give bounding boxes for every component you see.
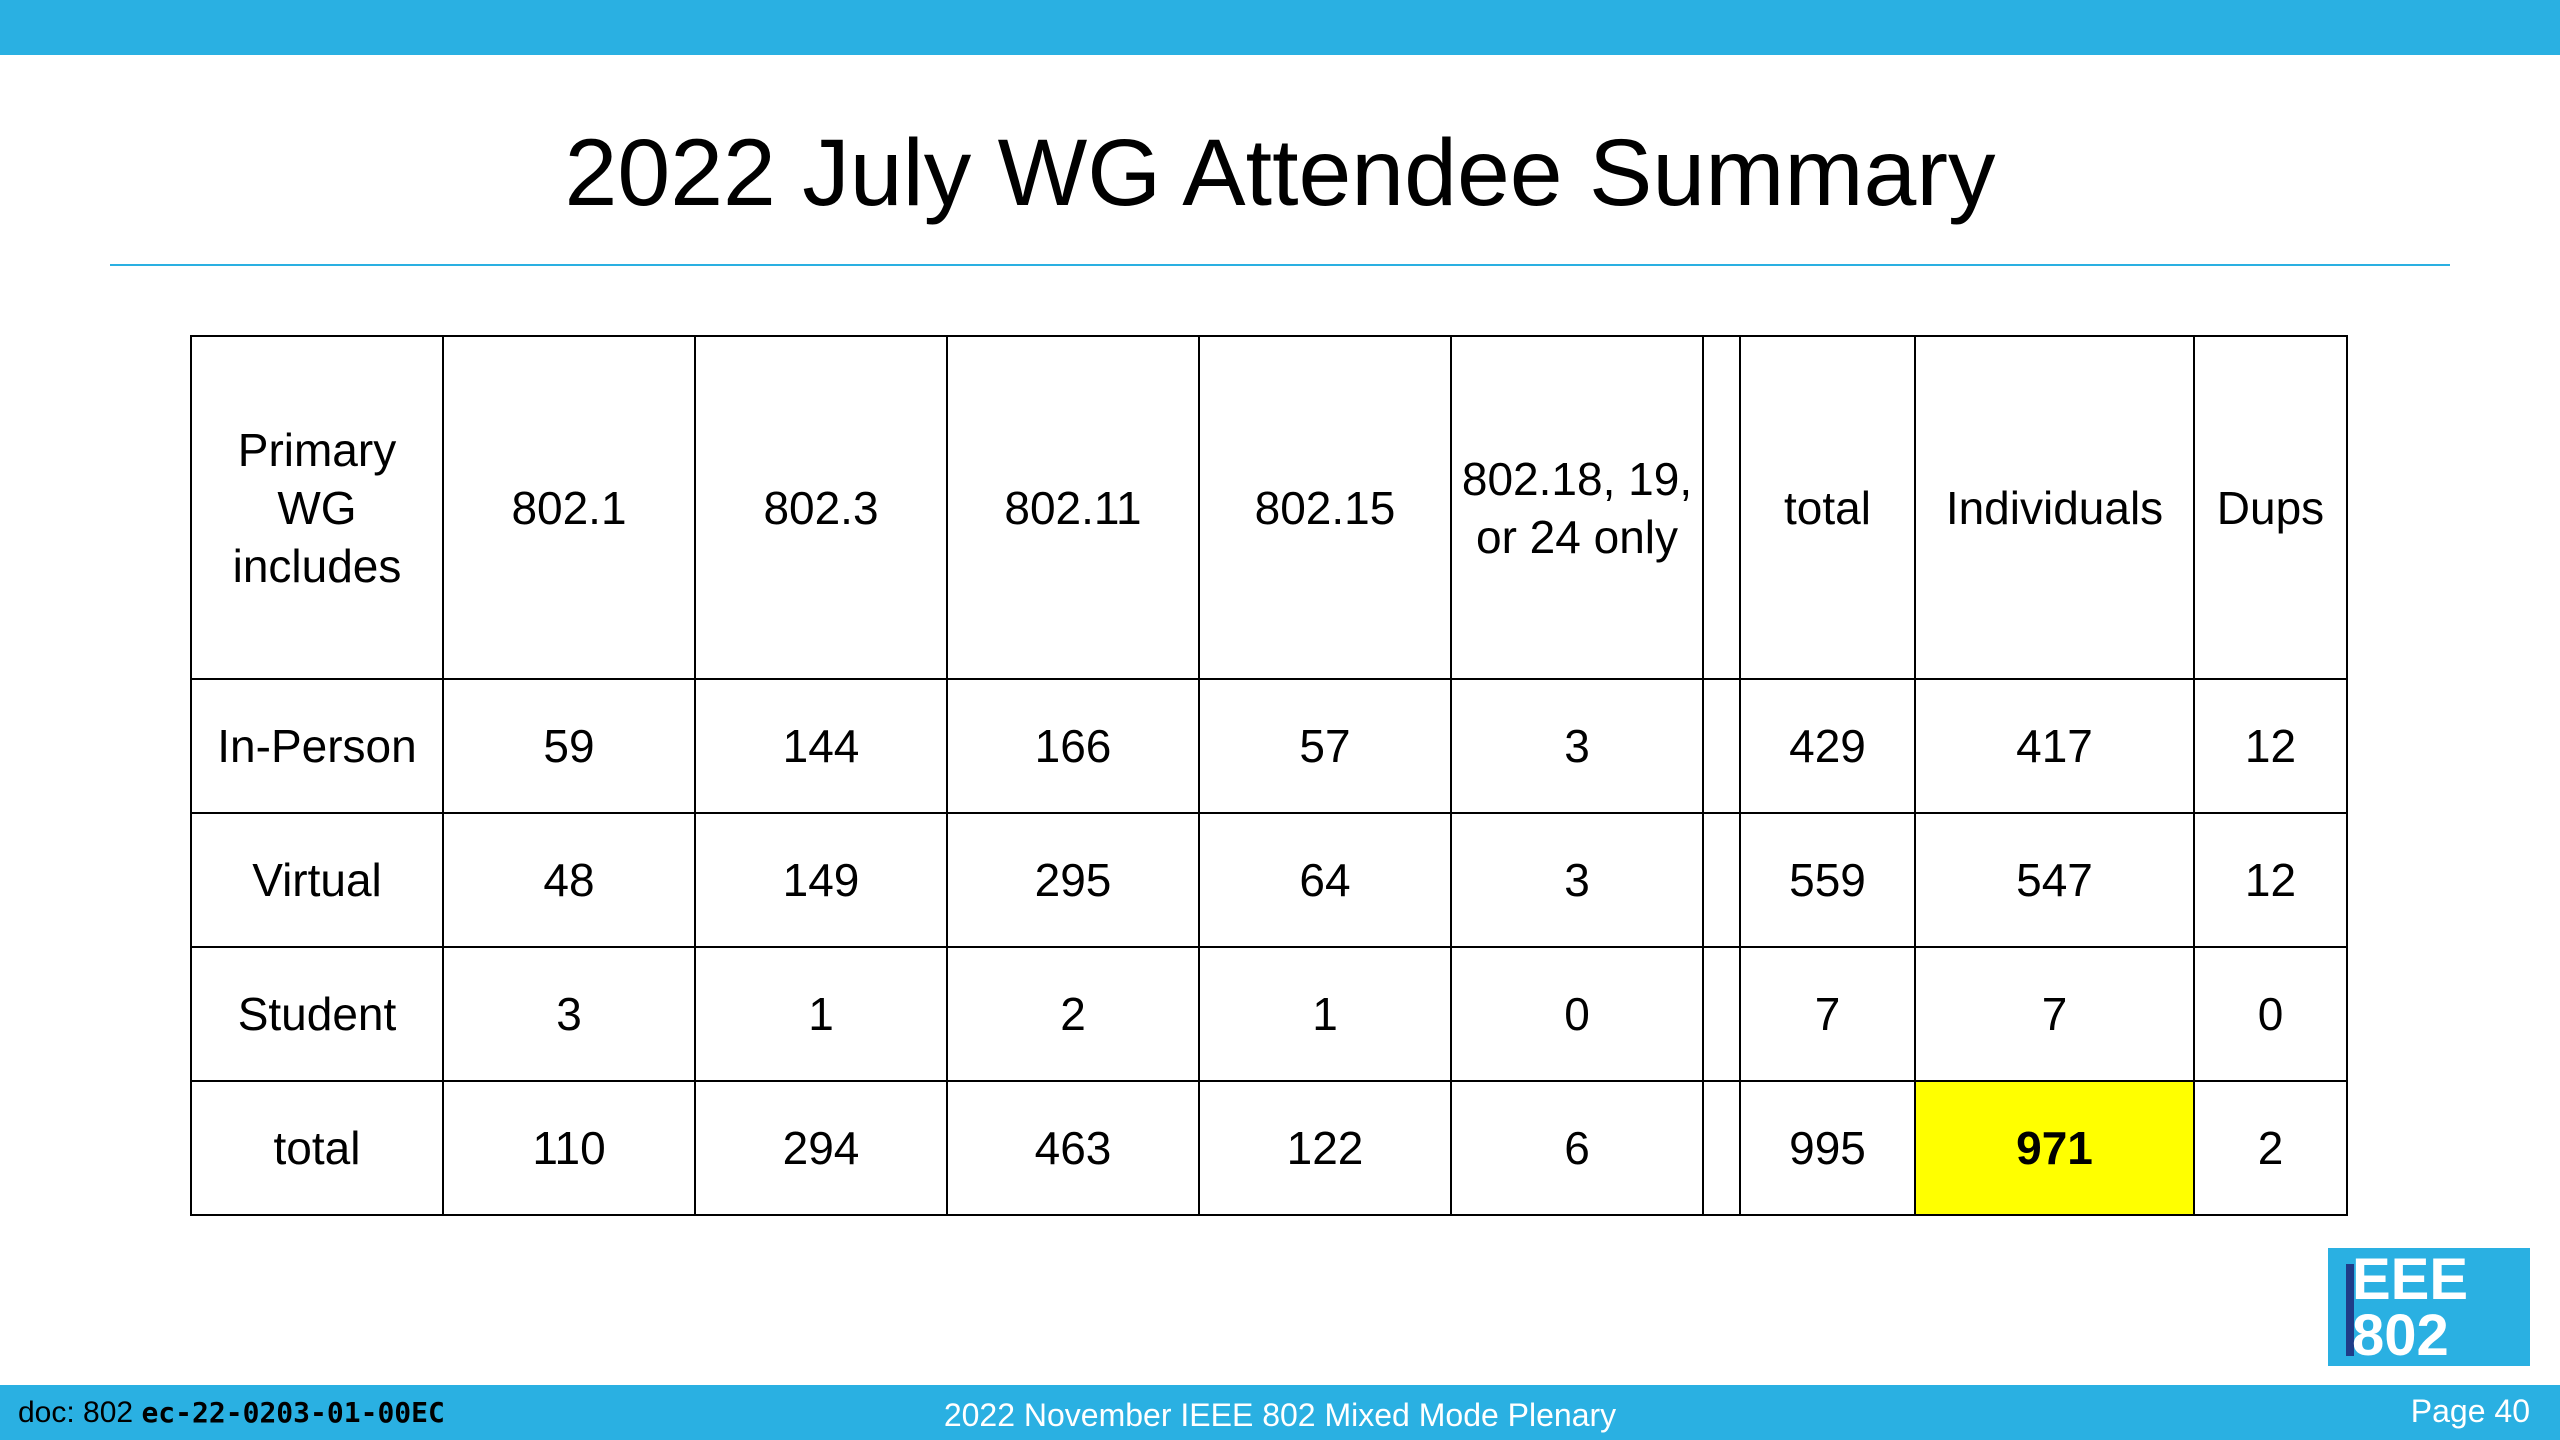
table-cell: 144 (694, 678, 948, 814)
spacer-cell (1702, 812, 1741, 948)
spacer-cell (1702, 946, 1741, 1082)
table-cell: 295 (946, 812, 1200, 948)
table-cell: 3 (1450, 678, 1704, 814)
table-cell: 463 (946, 1080, 1200, 1216)
spacer-cell (1702, 1080, 1741, 1216)
table-cell: 294 (694, 1080, 948, 1216)
table-cell: 1 (1198, 946, 1452, 1082)
table-cell: 6 (1450, 1080, 1704, 1216)
table-row-student: Student 3 1 2 1 0 7 7 0 (190, 946, 2348, 1082)
highlighted-individuals-total: 971 (1914, 1080, 2195, 1216)
table-header-row: Primary WG includes 802.1 802.3 802.11 8… (190, 335, 2348, 680)
header-802-18-19-24: 802.18, 19, or 24 only (1450, 335, 1704, 680)
table-cell: 64 (1198, 812, 1452, 948)
table-cell: 166 (946, 678, 1200, 814)
header-primary-wg: Primary WG includes (190, 335, 444, 680)
table-cell: 149 (694, 812, 948, 948)
table-cell: 122 (1198, 1080, 1452, 1216)
row-label: Student (190, 946, 444, 1082)
footer-event-title: 2022 November IEEE 802 Mixed Mode Plenar… (943, 1397, 1617, 1433)
table-cell: 12 (2193, 678, 2348, 814)
header-802-3: 802.3 (694, 335, 948, 680)
footer-doc-prefix: doc: 802 (18, 1396, 134, 1429)
table-cell: 417 (1914, 678, 2195, 814)
footer-doc-id: ec-22-0203-01-00EC (141, 1396, 445, 1429)
ieee-802-logo: EEE 802 (2328, 1248, 2530, 1366)
header-802-1: 802.1 (442, 335, 696, 680)
spacer-cell (1702, 678, 1741, 814)
table-cell: 48 (442, 812, 696, 948)
title-divider (110, 264, 2450, 266)
row-label: In-Person (190, 678, 444, 814)
table-cell: 0 (1450, 946, 1704, 1082)
table-cell: 3 (1450, 812, 1704, 948)
table-row-virtual: Virtual 48 149 295 64 3 559 547 12 (190, 812, 2348, 948)
table-cell: 995 (1739, 1080, 1916, 1216)
footer-doc-reference: doc: 802 ec-22-0203-01-00EC (18, 1395, 445, 1431)
table-cell: 12 (2193, 812, 2348, 948)
logo-bar-icon (2346, 1264, 2354, 1356)
table-row-in-person: In-Person 59 144 166 57 3 429 417 12 (190, 678, 2348, 814)
table-cell: 1 (694, 946, 948, 1082)
table-cell: 7 (1914, 946, 2195, 1082)
table-cell: 7 (1739, 946, 1916, 1082)
top-accent-bar (0, 0, 2560, 55)
table-cell: 547 (1914, 812, 2195, 948)
table-cell: 429 (1739, 678, 1916, 814)
table-cell: 2 (946, 946, 1200, 1082)
row-label: total (190, 1080, 444, 1216)
slide-title: 2022 July WG Attendee Summary (564, 120, 1996, 226)
table-cell: 0 (2193, 946, 2348, 1082)
header-total: total (1739, 335, 1916, 680)
header-individuals: Individuals (1914, 335, 2195, 680)
table-cell: 559 (1739, 812, 1916, 948)
header-spacer (1702, 335, 1741, 680)
table-cell: 59 (442, 678, 696, 814)
footer-bar: doc: 802 ec-22-0203-01-00EC 2022 Novembe… (0, 1385, 2560, 1440)
table-cell: 57 (1198, 678, 1452, 814)
header-dups: Dups (2193, 335, 2348, 680)
header-802-11: 802.11 (946, 335, 1200, 680)
logo-text: EEE 802 (2352, 1247, 2469, 1368)
table-cell: 110 (442, 1080, 696, 1216)
row-label: Virtual (190, 812, 444, 948)
attendee-summary-table: Primary WG includes 802.1 802.3 802.11 8… (190, 335, 2348, 1216)
header-802-15: 802.15 (1198, 335, 1452, 680)
footer-page-number: Page 40 (2410, 1393, 2530, 1429)
table-cell: 3 (442, 946, 696, 1082)
table-cell: 2 (2193, 1080, 2348, 1216)
table-row-total: total 110 294 463 122 6 995 971 2 (190, 1080, 2348, 1216)
